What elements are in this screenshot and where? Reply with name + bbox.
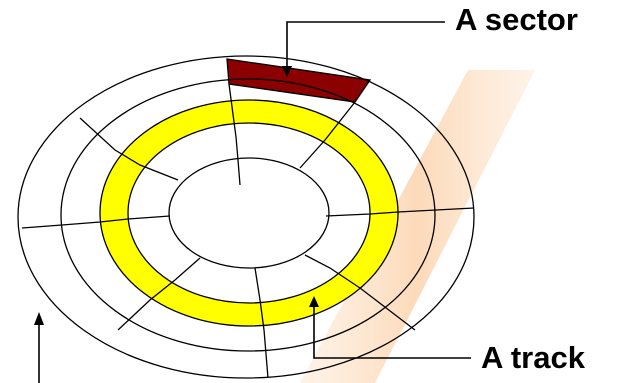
track-callout-arrowhead [309, 296, 319, 307]
watermark-band [300, 70, 535, 383]
sector-label: A sector [455, 2, 578, 37]
sector-line-upper-left [79, 117, 179, 181]
sector-line-lower-left [117, 257, 201, 331]
sector-line-upper-right [299, 101, 356, 169]
sector-line-left [21, 215, 171, 229]
outer-edge-circle [17, 55, 475, 379]
track-circle-2 [127, 122, 371, 304]
sector-callout-line [286, 21, 445, 72]
sector-lines [21, 83, 475, 379]
track-callout-line [313, 302, 471, 359]
track-circle-1 [168, 157, 330, 269]
track-label: A track [481, 340, 585, 375]
sector-line-lower-right [304, 254, 416, 331]
sector-line-right [325, 207, 475, 217]
highlighted-sector [226, 58, 372, 103]
highlighted-track [100, 100, 398, 326]
track-circle-4 [60, 78, 436, 352]
sector-callout-arrowhead [282, 66, 292, 77]
sector-line-top [228, 83, 241, 186]
track-circles [17, 55, 475, 379]
sector-line-bottom [254, 267, 269, 379]
track-circle-3 [99, 99, 399, 327]
left-arrowhead [34, 312, 44, 325]
